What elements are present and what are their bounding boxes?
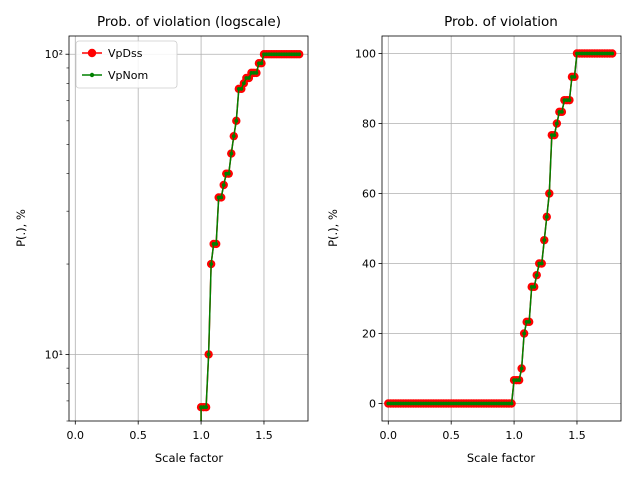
x-tick-label: 1.5 [568, 429, 586, 442]
y-tick-label: 0 [369, 398, 376, 411]
vpnom-point [517, 378, 522, 383]
series-markers [196, 50, 304, 421]
vpnom-point [209, 262, 214, 266]
chart-title: Prob. of violation [444, 14, 558, 30]
vpnom-point [297, 52, 302, 57]
vpnom-point [509, 401, 514, 406]
vpnom-point [559, 109, 564, 114]
x-tick-label: 0.5 [129, 429, 147, 442]
x-tick-label: 1.5 [255, 429, 273, 442]
legend-vpnom-label: VpNom [108, 69, 148, 82]
chart-linear: Prob. of violation 0.0 0.5 1.0 1.5 0 20 40 60 80… [326, 14, 622, 465]
vpnom-point [572, 74, 577, 79]
y-tick-label: 40 [362, 258, 376, 271]
y-tick-label: 100 [355, 48, 376, 61]
vpnom-point [239, 86, 244, 91]
vpnom-point [254, 70, 259, 75]
vpnom-point [229, 151, 234, 156]
x-axis-label: Scale factor [155, 451, 224, 465]
vpnom-point [544, 214, 549, 219]
vpnom-point [542, 238, 547, 243]
grid-lines [382, 36, 621, 421]
y-tick-label: 10² [45, 48, 63, 61]
vpnom-point [259, 61, 264, 66]
axes-frame [68, 35, 309, 422]
y-tick-label: 20 [362, 328, 376, 341]
x-tick-label: 0.0 [67, 429, 85, 442]
vpnom-point [527, 319, 532, 324]
vpnom-point [234, 118, 239, 123]
vpnom-point [231, 134, 236, 139]
vpnom-point [522, 331, 527, 336]
x-tick-label: 1.0 [505, 429, 523, 442]
vpnom-point [226, 171, 231, 176]
legend-vpnom-marker [89, 72, 95, 78]
y-tick-label: 60 [362, 188, 376, 201]
x-axis-label: Scale factor [467, 451, 536, 465]
y-axis-label: P(.), % [14, 209, 28, 247]
vpnom-point [554, 121, 559, 126]
legend-vpdss-label: VpDss [108, 47, 143, 60]
tick-labels: 0.0 0.5 1.0 1.5 10¹ 10² [45, 48, 273, 442]
y-tick-label: 10¹ [45, 348, 63, 361]
vpnom-point [534, 273, 539, 278]
legend: VpDss VpNom [75, 40, 178, 89]
vpnom-point [532, 284, 537, 289]
series-markers [384, 49, 617, 408]
tick-labels: 0.0 0.5 1.0 1.5 0 20 40 60 80 100 [355, 48, 586, 443]
chart-title: Prob. of violation (logscale) [97, 14, 281, 30]
x-tick-label: 0.0 [380, 429, 398, 442]
y-axis-label: P(.), % [326, 209, 340, 247]
vpnom-point [246, 76, 251, 80]
vpnom-point [610, 51, 615, 56]
vpnom-point [214, 242, 219, 246]
y-tick-label: 80 [362, 118, 376, 131]
legend-vpdss-marker [87, 48, 97, 58]
chart-logscale: Prob. of violation (logscale) 0.0 0.5 1.0 1… [14, 14, 309, 465]
vpnom-point [547, 191, 552, 196]
x-tick-label: 1.0 [192, 429, 210, 442]
vpnom-point [519, 366, 524, 371]
vpnom-point [552, 133, 557, 138]
vpnom-point [219, 195, 224, 200]
x-tick-label: 0.5 [442, 429, 460, 442]
vpnom-point [204, 405, 209, 410]
vpnom-point [567, 98, 572, 103]
vpnom-point [221, 183, 226, 187]
axes-frame [381, 35, 622, 422]
vpnom-point [206, 352, 211, 357]
vpnom-point [241, 81, 246, 86]
vpnom-point [539, 261, 544, 266]
